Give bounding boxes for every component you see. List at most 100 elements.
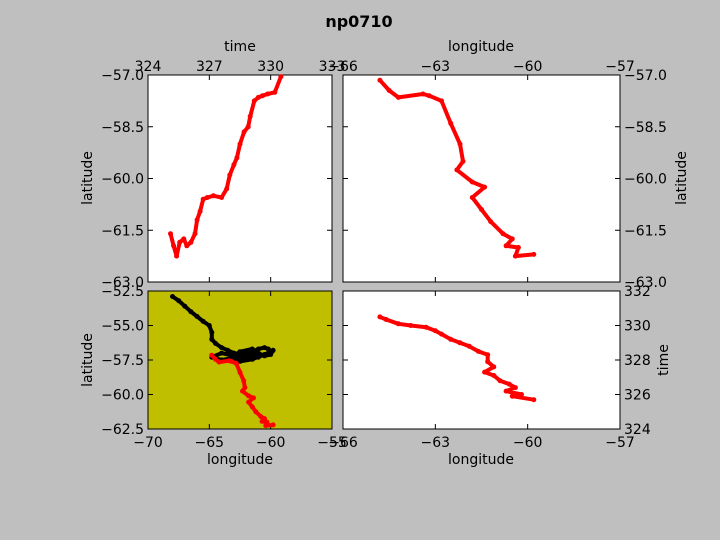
data-point — [426, 93, 432, 99]
longitude-time-panel: −66 −63 −60 −57 332 330 328 326 324 longitude ti… — [328, 284, 672, 468]
data-point — [408, 323, 414, 328]
data-point — [377, 77, 383, 83]
data-point — [194, 217, 200, 223]
data-point — [234, 155, 240, 161]
data-point — [395, 321, 401, 327]
data-point — [181, 236, 187, 242]
y-tick-label: −57.5 — [101, 353, 144, 369]
data-point — [488, 219, 494, 225]
y-tick-label: −61.5 — [624, 223, 667, 239]
y-tick-label: −60.0 — [101, 172, 144, 188]
data-point — [509, 393, 515, 399]
y-tick-label: −57.0 — [624, 68, 667, 84]
data-point — [219, 350, 225, 356]
data-point — [469, 195, 475, 200]
longitude-latitude-ticks: −66 −63 −60 −57−57.0 −58.5 −60.0 −61.5 −63.0 — [328, 59, 667, 291]
data-point — [270, 347, 276, 353]
data-point — [491, 364, 497, 370]
data-point — [482, 369, 488, 375]
data-point — [509, 236, 515, 242]
longitude-time-plot-area — [342, 290, 621, 430]
data-point — [386, 88, 392, 93]
y-tick-label: −63.0 — [624, 275, 667, 291]
data-point — [209, 329, 215, 335]
data-point — [439, 98, 444, 104]
data-point — [188, 309, 194, 315]
y-tick-label: −60.0 — [624, 172, 667, 188]
map-ylabel: latitude — [80, 333, 96, 387]
data-point — [515, 245, 521, 250]
data-point — [395, 94, 401, 100]
data-point — [278, 74, 284, 80]
data-point — [219, 195, 225, 200]
y-tick-label: −55.0 — [101, 319, 144, 335]
data-point — [531, 251, 537, 257]
y-tick-label: −63.0 — [101, 275, 144, 291]
data-point — [216, 359, 222, 365]
data-point — [259, 418, 265, 424]
time-latitude-xlabel: time — [224, 39, 256, 55]
y-tick-label: 330 — [624, 319, 651, 335]
data-point — [482, 184, 488, 190]
y-tick-label: −58.5 — [624, 120, 667, 136]
data-point — [485, 352, 491, 358]
data-point — [197, 208, 203, 214]
data-point — [255, 354, 261, 360]
data-point — [188, 239, 194, 245]
data-point — [204, 195, 210, 200]
data-point — [240, 388, 245, 394]
data-point — [491, 373, 497, 378]
data-point — [454, 167, 460, 173]
data-point — [242, 385, 248, 391]
y-tick-label: 326 — [624, 388, 651, 404]
x-tick-label: −66 — [328, 59, 358, 75]
y-tick-label: −58.5 — [101, 120, 144, 136]
data-point — [209, 336, 215, 342]
data-point — [251, 395, 256, 401]
data-point — [182, 303, 188, 309]
x-tick-label: 333 — [319, 59, 346, 75]
data-point — [233, 360, 239, 366]
x-tick-label: −55 — [317, 435, 347, 451]
longitude-time-ylabel: time — [656, 344, 672, 376]
time-latitude-ticks: 324 327 330 333 −57.0 −58.5 −60.0 −61.5 −63.0 — [101, 59, 345, 291]
y-tick-label: −61.5 — [101, 223, 144, 239]
y-tick-label: 332 — [624, 284, 651, 300]
map-xlabel: longitude — [207, 452, 273, 468]
data-point — [260, 93, 265, 99]
data-point — [249, 346, 255, 352]
data-point — [423, 324, 429, 330]
x-tick-label: −57 — [605, 59, 635, 75]
x-tick-label: −60 — [513, 59, 543, 75]
data-point — [500, 231, 506, 237]
data-point — [255, 94, 261, 100]
data-point — [457, 340, 463, 346]
data-point — [497, 378, 503, 384]
data-point — [469, 179, 475, 185]
longitude-time-xlabel: longitude — [448, 452, 514, 468]
data-point — [171, 243, 177, 249]
x-tick-label: 330 — [257, 59, 284, 75]
data-point — [228, 354, 234, 360]
longitude-time-ticks: −66 −63 −60 −57 332 330 328 326 324 — [328, 284, 651, 451]
data-point — [243, 353, 249, 359]
map-ticks: −70 −65 −60 −55 −52.5 −55.0 −57.5 −60.0 −62.5 — [101, 284, 347, 451]
data-point — [506, 381, 512, 387]
longitude-latitude-panel: −66 −63 −60 −57−57.0 −58.5 −60.0 −61.5 −63.0 lo… — [328, 39, 690, 291]
data-point — [237, 349, 243, 355]
data-point — [485, 359, 491, 365]
data-point — [270, 422, 276, 428]
figure-title: np0710 — [325, 12, 392, 31]
data-point — [219, 345, 225, 351]
data-point — [253, 350, 259, 356]
data-point — [263, 423, 269, 429]
data-point — [206, 323, 212, 328]
y-tick-label: −62.5 — [101, 422, 144, 438]
x-tick-label: −65 — [195, 435, 225, 451]
data-point — [168, 231, 173, 237]
longitude-latitude-ylabel: latitude — [674, 151, 690, 205]
data-point — [224, 186, 230, 192]
data-point — [247, 113, 253, 119]
data-point — [246, 393, 252, 399]
x-tick-label: 324 — [135, 59, 162, 75]
